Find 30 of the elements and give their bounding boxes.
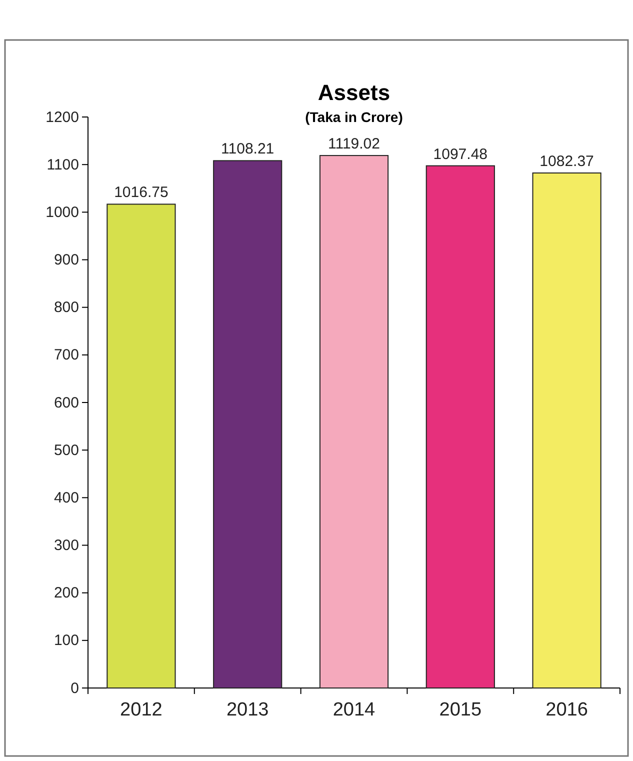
y-tick-label: 600 bbox=[54, 394, 79, 412]
data-label: 1016.75 bbox=[114, 184, 168, 202]
bar bbox=[213, 160, 282, 688]
y-tick-label: 1100 bbox=[46, 156, 79, 174]
data-label: 1082.37 bbox=[540, 152, 594, 170]
y-tick-label: 900 bbox=[54, 252, 79, 269]
bar bbox=[532, 172, 602, 688]
data-label: 1119.02 bbox=[328, 136, 380, 153]
chart-title: Assets bbox=[318, 80, 390, 105]
x-tick-label: 2012 bbox=[120, 699, 162, 720]
data-label: 1097.48 bbox=[433, 146, 488, 163]
y-tick-label: 400 bbox=[54, 489, 79, 506]
x-tick-label: 2013 bbox=[226, 699, 269, 720]
y-tick-label: 700 bbox=[54, 346, 79, 364]
y-tick-label: 1000 bbox=[46, 204, 79, 221]
bar bbox=[106, 204, 176, 688]
x-tick-label: 2015 bbox=[439, 699, 482, 720]
chart-subtitle: (Taka in Crore) bbox=[305, 109, 403, 125]
y-tick-label: 1200 bbox=[46, 108, 79, 126]
y-tick-label: 500 bbox=[54, 442, 79, 459]
x-tick-label: 2014 bbox=[332, 699, 376, 720]
bar bbox=[426, 165, 495, 688]
bar bbox=[319, 155, 389, 688]
x-tick-label: 2016 bbox=[546, 699, 588, 720]
y-tick-label: 0 bbox=[70, 680, 79, 697]
y-tick-label: 800 bbox=[54, 299, 79, 316]
y-tick-label: 100 bbox=[54, 632, 79, 650]
y-tick-label: 200 bbox=[54, 584, 79, 602]
y-tick-label: 300 bbox=[54, 537, 79, 554]
data-label: 1108.21 bbox=[221, 140, 274, 158]
